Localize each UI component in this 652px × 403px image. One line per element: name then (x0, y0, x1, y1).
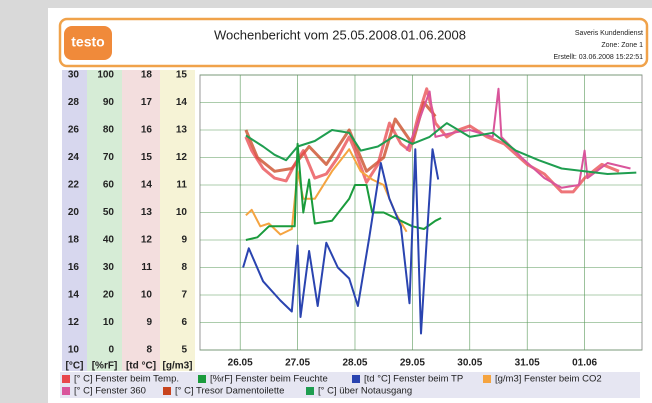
header-line: Zone: Zone 1 (601, 42, 643, 49)
y-tick-label: 14 (68, 290, 80, 301)
x-tick-label: 30.05 (457, 358, 482, 369)
axis-label: [°C] (66, 361, 84, 372)
y-tick-label: 15 (176, 70, 188, 81)
axis-band (62, 70, 87, 371)
legend-swatch (163, 387, 171, 395)
legend-label: [td °C] Fenster beim TP (364, 374, 463, 385)
header-line: Erstellt: 03.06.2008 15:22:51 (553, 54, 643, 61)
legend-swatch (62, 387, 70, 395)
x-tick-label: 31.05 (515, 358, 540, 369)
y-tick-label: 90 (103, 97, 115, 108)
legend-bg (60, 372, 640, 398)
legend-label: [° C] Tresor Damentoilette (175, 386, 284, 397)
y-tick-label: 7 (181, 290, 187, 301)
y-tick-label: 12 (141, 235, 153, 246)
legend-swatch (306, 387, 314, 395)
y-tick-label: 70 (103, 152, 115, 163)
y-tick-label: 60 (103, 180, 115, 191)
y-tick-label: 9 (181, 235, 187, 246)
y-tick-label: 8 (146, 345, 152, 356)
series-line (242, 148, 440, 335)
y-tick-label: 9 (146, 317, 152, 328)
y-tick-label: 12 (176, 152, 188, 163)
y-tick-label: 100 (97, 70, 114, 81)
axis-label: [%rF] (92, 361, 118, 372)
series-line (245, 142, 442, 241)
axis-label: [g/m3] (163, 361, 193, 372)
logo-text: testo (71, 34, 104, 50)
y-tick-label: 26 (68, 125, 80, 136)
y-tick-label: 30 (68, 70, 80, 81)
y-tick-label: 14 (176, 97, 188, 108)
y-tick-label: 22 (68, 180, 80, 191)
x-tick-label: 29.05 (400, 358, 425, 369)
y-tick-label: 0 (108, 345, 114, 356)
y-tick-label: 16 (141, 125, 153, 136)
y-tick-label: 13 (176, 125, 188, 136)
legend-label: [° C] Fenster beim Temp. (74, 374, 179, 385)
legend-swatch (198, 375, 206, 383)
axis-band (87, 70, 122, 371)
y-tick-label: 30 (103, 262, 115, 273)
y-tick-label: 50 (103, 207, 115, 218)
y-tick-label: 20 (103, 290, 115, 301)
header-line: Saveris Kundendienst (575, 30, 643, 37)
y-tick-label: 10 (176, 207, 188, 218)
x-tick-label: 26.05 (228, 358, 253, 369)
axis-label: [td °C] (126, 361, 156, 372)
y-tick-label: 11 (141, 262, 152, 273)
legend-label: [g/m3] Fenster beim CO2 (495, 374, 602, 385)
legend-label: [° C] Fenster 360 (74, 386, 146, 397)
y-tick-label: 17 (141, 97, 153, 108)
logo (64, 26, 112, 60)
axis-band (160, 70, 195, 371)
y-tick-label: 80 (103, 125, 115, 136)
y-tick-label: 16 (68, 262, 80, 273)
x-tick-label: 28.05 (342, 358, 367, 369)
y-tick-label: 18 (68, 235, 80, 246)
y-tick-label: 10 (141, 290, 153, 301)
legend-swatch (352, 375, 360, 383)
series-line (245, 122, 637, 175)
legend-label: [° C] über Notausgang (318, 386, 412, 397)
y-tick-label: 18 (141, 70, 153, 81)
axis-band (122, 70, 160, 371)
y-tick-label: 20 (68, 207, 80, 218)
y-tick-label: 13 (141, 207, 153, 218)
y-tick-label: 15 (141, 152, 153, 163)
y-tick-label: 10 (68, 345, 80, 356)
series-line (405, 87, 631, 189)
legend-label: [%rF] Fenster beim Feuchte (210, 374, 328, 385)
y-tick-label: 11 (176, 180, 187, 191)
y-tick-label: 12 (68, 317, 80, 328)
y-tick-label: 28 (68, 97, 80, 108)
y-tick-label: 14 (141, 180, 153, 191)
y-tick-label: 8 (181, 262, 187, 273)
y-tick-label: 24 (68, 152, 80, 163)
y-tick-label: 5 (181, 345, 187, 356)
header-box (58, 17, 649, 68)
y-tick-label: 6 (181, 317, 187, 328)
legend-swatch (483, 375, 491, 383)
y-tick-label: 40 (103, 235, 115, 246)
y-tick-label: 10 (103, 317, 115, 328)
x-tick-label: 01.06 (572, 358, 597, 369)
chart-title: Wochenbericht vom 25.05.2008.01.06.2008 (214, 27, 466, 42)
x-tick-label: 27.05 (285, 358, 310, 369)
legend-swatch (62, 375, 70, 383)
